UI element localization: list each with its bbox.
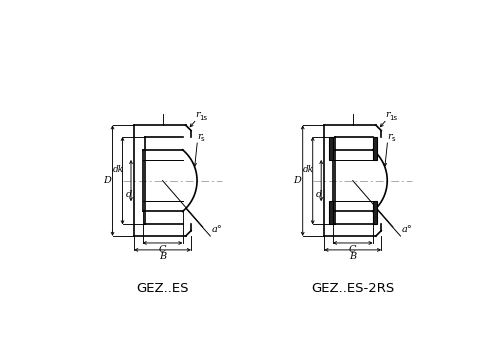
Text: B: B [349,252,356,260]
Text: D: D [103,176,111,185]
Text: dk: dk [113,165,124,174]
Text: a°: a° [211,225,222,234]
Text: r: r [387,132,391,141]
Text: a°: a° [401,225,412,234]
Text: GEZ..ES-2RS: GEZ..ES-2RS [311,282,394,295]
Text: r: r [384,110,389,119]
Text: d: d [315,190,321,199]
Bar [372,201,376,224]
Text: d: d [125,190,132,199]
Text: s: s [201,136,204,142]
Text: C: C [348,245,356,254]
Text: D: D [293,176,301,185]
Text: B: B [159,252,166,260]
Text: s: s [390,136,394,142]
Bar [328,137,332,160]
Bar [372,137,376,160]
Text: 1s: 1s [388,114,396,120]
Text: GEZ..ES: GEZ..ES [136,282,188,295]
Bar [328,201,332,224]
Text: C: C [158,245,166,254]
Text: r: r [197,132,201,141]
Text: dk: dk [303,165,314,174]
Text: r: r [194,110,199,119]
Text: 1s: 1s [198,114,206,120]
